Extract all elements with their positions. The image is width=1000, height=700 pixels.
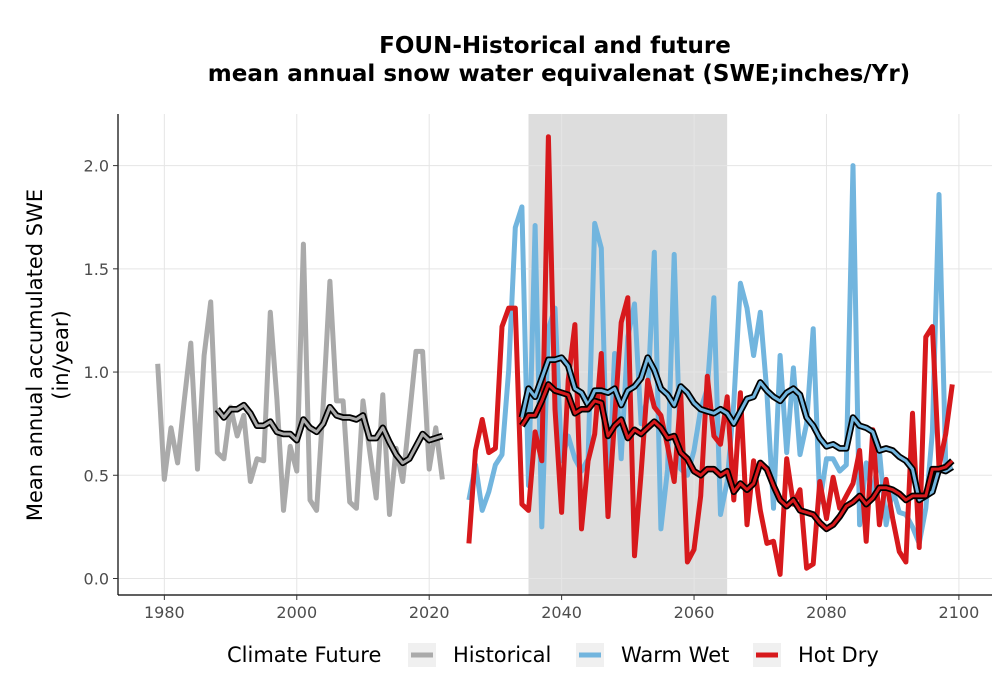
chart-title-line-2: mean annual snow water equivalenat (SWE;… bbox=[208, 61, 910, 87]
chart-title-line-1: FOUN-Historical and future bbox=[379, 33, 731, 59]
y-tick-label: 1.0 bbox=[84, 363, 109, 382]
legend-title: Climate Future bbox=[227, 643, 381, 667]
tick-layer: 1980 2000 2020 2040 2060 2080 2100 0.0 0.5 1.0 1.5… bbox=[84, 157, 980, 622]
y-tick-label: 0.0 bbox=[84, 569, 109, 588]
series-layer bbox=[155, 134, 955, 577]
y-axis-title-line-2: (in/year) bbox=[49, 310, 73, 399]
rolling-mean-line-0 bbox=[216, 403, 443, 465]
series-line-hot-dry bbox=[466, 134, 955, 577]
y-axis-title: Mean annual accumulated SWE (in/year) bbox=[23, 189, 73, 521]
x-tick-label: 2040 bbox=[541, 603, 582, 622]
x-tick-label: 2060 bbox=[674, 603, 715, 622]
rolling-mean-line-2 bbox=[520, 382, 954, 531]
legend-label-warm-wet: Warm Wet bbox=[621, 643, 729, 667]
y-tick-label: 0.5 bbox=[84, 466, 109, 485]
series-line-historical bbox=[155, 241, 445, 517]
rolling-mean-line-1 bbox=[520, 356, 954, 502]
x-tick-label: 2020 bbox=[409, 603, 450, 622]
legend-label-historical: Historical bbox=[453, 643, 551, 667]
legend-label-hot-dry: Hot Dry bbox=[798, 643, 879, 667]
y-axis-title-line-1: Mean annual accumulated SWE bbox=[23, 189, 47, 521]
x-tick-label: 2080 bbox=[806, 603, 847, 622]
x-tick-label: 2100 bbox=[939, 603, 980, 622]
y-tick-label: 2.0 bbox=[84, 157, 109, 176]
x-tick-label: 1980 bbox=[144, 603, 185, 622]
x-tick-label: 2000 bbox=[276, 603, 317, 622]
y-tick-label: 1.5 bbox=[84, 260, 109, 279]
legend: Climate Future Historical Warm Wet Hot D… bbox=[227, 643, 879, 667]
rolling-mean-layer bbox=[214, 354, 955, 533]
